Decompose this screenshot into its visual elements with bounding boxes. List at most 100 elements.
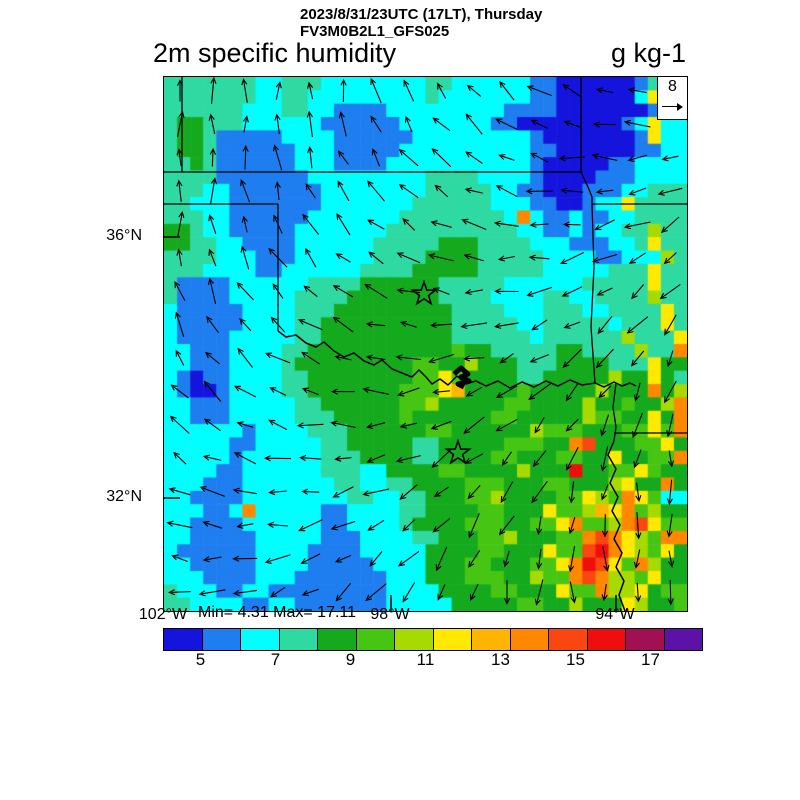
wind-arrow (461, 218, 487, 231)
wind-arrow (495, 385, 518, 399)
wind-arrow (431, 148, 452, 168)
wind-arrow (529, 221, 549, 228)
wind-arrow (202, 454, 222, 461)
wind-arrow (398, 184, 419, 199)
wind-arrow (402, 582, 416, 603)
wind-arrow (465, 386, 483, 397)
wind-arrow (468, 513, 480, 539)
wind-arrow (366, 454, 386, 463)
wind-arrow (337, 150, 349, 165)
wind-arrow (331, 388, 355, 395)
wind-arrow (395, 455, 421, 464)
wind-arrow (168, 589, 191, 596)
wind-arrow (174, 311, 185, 338)
wind-arrow (561, 286, 583, 297)
wind-arrow (209, 147, 217, 167)
wind-arrow (432, 518, 451, 533)
wind-arrow (433, 486, 449, 498)
colorbar-segment (395, 629, 434, 650)
wind-arrow (300, 553, 321, 564)
wind-arrow (369, 551, 383, 567)
wind-arrow (500, 481, 514, 504)
colorbar-segment (433, 629, 472, 650)
wind-arrow (365, 354, 386, 361)
colorbar-tick-label: 15 (566, 650, 585, 669)
wind-arrow (264, 554, 291, 564)
wind-arrow (206, 315, 219, 334)
wind-arrow (210, 177, 218, 204)
wind-arrow (526, 85, 552, 97)
wind-arrow (595, 348, 614, 369)
wind-arrow (497, 255, 516, 262)
colorbar-segment (510, 629, 549, 650)
wind-arrow (330, 420, 356, 428)
wind-arrow (503, 580, 511, 605)
wind-arrow (664, 380, 677, 404)
wind-arrow (529, 152, 549, 163)
wind-arrow (268, 489, 287, 496)
wind-arrow (466, 84, 482, 97)
min-max-annotation: Min= 4.31 Max= 17.11 (198, 604, 357, 621)
wind-vector-field (166, 77, 683, 606)
wind-arrow (263, 455, 292, 462)
wind-arrow (307, 146, 314, 169)
wind-arrow (633, 449, 642, 469)
colorbar-segment (202, 629, 241, 650)
wind-arrow (334, 354, 352, 361)
wind-arrow (367, 219, 385, 230)
wind-arrow (306, 110, 313, 137)
colorbar-segment (549, 629, 588, 650)
wind-arrow (465, 113, 483, 135)
wind-arrow (336, 213, 351, 236)
wind-arrow (600, 446, 609, 472)
wind-arrow (370, 115, 382, 133)
wind-arrow (495, 418, 518, 432)
wind-arrow (562, 84, 582, 98)
wind-arrow (297, 319, 323, 331)
wind-arrow (659, 283, 681, 300)
wind-arrow (467, 485, 481, 500)
wind-arrow (429, 322, 453, 329)
wind-arrow (397, 387, 420, 397)
wind-arrow (495, 185, 518, 198)
colorbar-segment (587, 629, 626, 650)
wind-arrow (432, 117, 451, 132)
wind-arrow (628, 252, 647, 264)
wind-arrow (666, 350, 674, 368)
wind-arrow (301, 351, 320, 365)
wind-arrow (536, 516, 543, 536)
wind-arrow (657, 187, 683, 196)
longitude-label: 98°W (370, 606, 410, 623)
wind-arrow (301, 387, 319, 396)
wind-arrow (435, 546, 448, 572)
wind-arrow (531, 480, 548, 504)
wind-arrow (362, 386, 390, 395)
wind-arrow (340, 78, 347, 103)
wind-arrow (236, 281, 254, 301)
wind-arrow (264, 352, 291, 364)
city-star-marker (410, 279, 438, 306)
wind-arrow (398, 148, 419, 167)
wind-arrow (204, 351, 220, 365)
wind-arrow (531, 319, 548, 331)
tx-la-river (607, 440, 626, 611)
wind-arrow (368, 251, 384, 265)
longitude-label: 102°W (138, 606, 188, 623)
latitude-label: 36°N (106, 227, 142, 244)
wind-arrow (171, 554, 188, 563)
wind-arrow (428, 353, 454, 364)
wind-arrow (232, 555, 258, 562)
wind-arrow (627, 154, 648, 162)
map-panel: 8 (163, 76, 688, 612)
wind-arrow (667, 579, 674, 606)
wind-arrow (595, 87, 614, 94)
wind-arrow (560, 187, 584, 194)
wind-arrow (633, 549, 641, 569)
wind-arrow (273, 214, 283, 234)
wind-arrow (399, 484, 418, 500)
wind-arrow (434, 184, 449, 198)
wind-arrow (305, 183, 316, 199)
wind-arrow (166, 520, 193, 529)
wind-arrow (562, 348, 582, 368)
